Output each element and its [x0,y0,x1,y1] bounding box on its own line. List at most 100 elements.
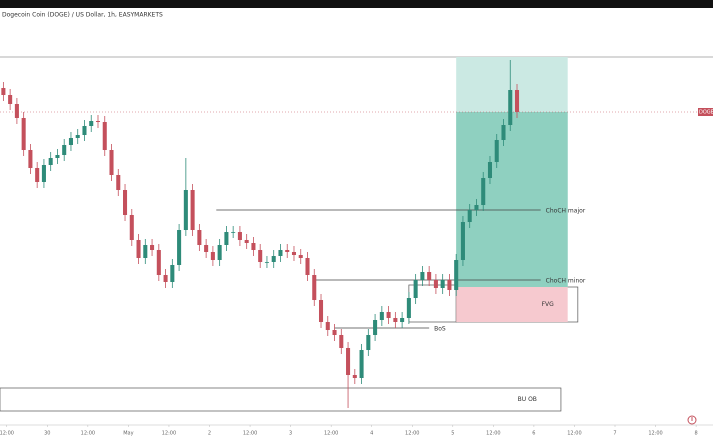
candle-body [298,255,303,258]
candle-body [332,330,337,335]
candle-body [156,250,161,275]
candle-body [35,168,40,182]
x-tick-label: 12:00 [486,431,500,437]
x-tick-label: 5 [451,431,454,437]
candle-body [400,318,405,322]
candle-body [447,280,452,290]
zone-label: BU OB [518,396,537,403]
candle-body [352,375,357,378]
x-tick-label: 12:00 [405,431,419,437]
x-tick-label: 12:00 [162,431,176,437]
candle-body [8,95,13,104]
candle-body [1,88,6,95]
candle-body [75,135,80,138]
candle-body [325,322,330,330]
position-stop [456,287,568,322]
x-tick-label: 12:00 [648,431,662,437]
candle-body [102,122,107,150]
candle-body [177,230,182,265]
candle-body [305,258,310,275]
candle-body [494,140,499,162]
candle-body [190,190,195,230]
candle-body [271,256,276,262]
candle-body [163,275,168,282]
candle-body [14,104,19,118]
candle-body [210,252,215,260]
candle-body [264,262,269,263]
candle-body [501,125,506,140]
x-tick-label: 4 [370,431,373,437]
candle-body [170,265,175,282]
candle-body [183,190,188,230]
candle-body [406,298,411,318]
candle-body [109,150,114,175]
candle-body [379,312,384,320]
x-tick-label: May [123,431,133,437]
zone-label: FVG [542,301,555,308]
level-label: ChoCH major [546,208,586,215]
candle-body [95,121,101,122]
candle-body [68,138,73,145]
candle-body [244,240,249,243]
top-bar [0,0,713,8]
candle-body [21,118,26,150]
candle-body [420,272,425,280]
logo [687,415,697,425]
candle-body [204,245,209,252]
candle-body [48,158,53,165]
x-tick-label: 2 [208,431,211,437]
candle-body [251,243,256,250]
candle-body [433,280,438,288]
candle-body [514,90,520,112]
position-progress [456,112,568,287]
candle-body [318,300,324,322]
candle-body [508,90,513,125]
candle-body [454,260,459,290]
candle-body [440,280,445,288]
x-tick-label: 30 [44,431,50,437]
level-label: ChoCH minor [546,278,586,285]
candle-body [28,150,33,168]
candle-body [373,320,378,335]
candle-body [346,348,351,375]
candle-body [285,250,290,252]
candle-body [62,145,67,155]
candle-body [487,162,493,178]
x-tick-label: 12:00 [243,431,257,437]
candle-body [82,126,87,135]
candle-body [291,252,297,255]
candle-body [366,335,371,350]
candle-body [393,318,398,322]
price-tag: DOGEU [699,110,713,116]
candle-body [467,210,472,222]
candle-body [258,250,263,262]
candle-body [413,280,418,298]
x-tick-label: 12:00 [0,431,14,437]
candle-body [427,272,432,280]
price-tag-box [698,108,713,116]
candle-body [460,222,465,260]
x-tick-label: 3 [289,431,292,437]
candle-body [339,335,344,348]
candle-body [217,245,222,260]
candle-body [150,245,155,250]
chart-title: Dogecoin Coin (DOGE) / US Dollar, 1h, EA… [2,12,163,19]
x-tick-label: 12:00 [81,431,95,437]
x-tick-label: 7 [613,431,616,437]
candle-body [278,250,283,256]
level-label: BoS [434,326,446,333]
candle-body [116,175,121,190]
candle-body [312,275,317,300]
candle-body [123,190,128,215]
candle-body [474,205,479,210]
x-tick-label: 12:00 [567,431,581,437]
candle-body [481,178,486,205]
candle-body [237,232,242,240]
candle-body [231,232,236,233]
candle-body [129,215,134,240]
x-tick-label: 12:00 [324,431,338,437]
candle-body [224,232,229,245]
zone [0,387,562,412]
x-tick-label: 6 [532,431,535,437]
